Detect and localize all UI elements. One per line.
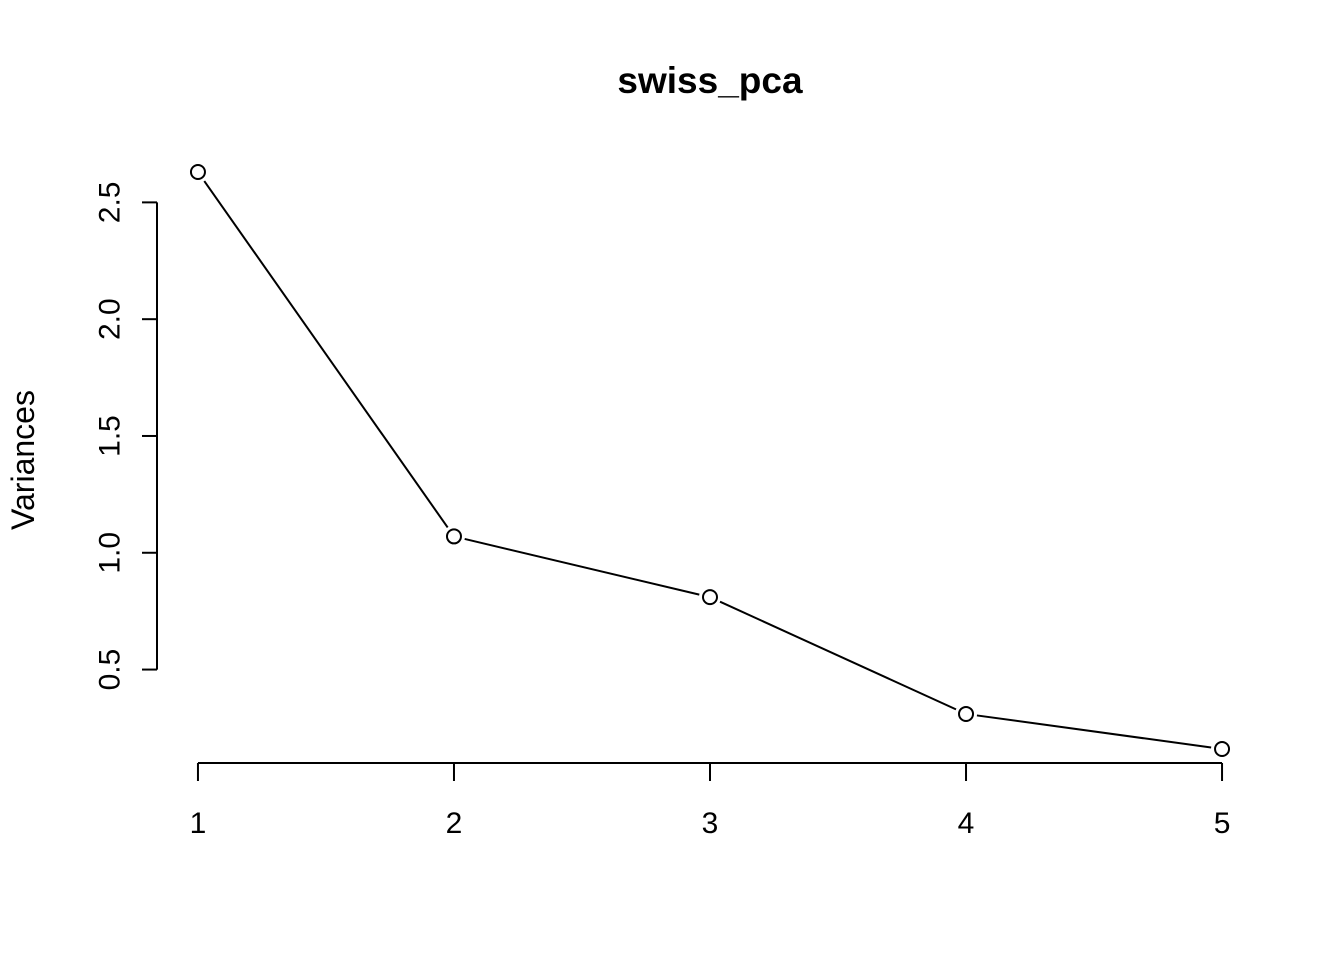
x-tick-label: 1 [190,807,207,840]
y-tick-label: 1.5 [94,415,127,457]
series-segment [464,537,700,596]
series-segment [719,600,957,711]
chart-title: swiss_pca [617,60,803,101]
x-tick-label: 5 [1214,807,1231,840]
series-segment [976,714,1212,749]
y-axis: 0.5 1.0 1.5 2.0 2.5 [94,182,158,691]
y-axis-label: Variances [5,390,41,530]
data-point [189,164,206,181]
y-tick-label: 2.5 [94,182,127,224]
x-tick-label: 2 [446,807,463,840]
x-tick-label: 4 [958,807,975,840]
y-tick-label: 0.5 [94,649,127,691]
y-tick-label: 1.0 [94,532,127,574]
data-point [445,528,462,545]
data-point [702,589,718,606]
series-group [189,164,1231,757]
x-axis: 1 2 3 4 5 [190,762,1231,840]
x-tick-label: 3 [702,807,719,840]
data-point [958,705,975,722]
data-point [1214,740,1231,757]
series-segment [203,180,449,528]
y-tick-label: 2.0 [94,298,127,340]
